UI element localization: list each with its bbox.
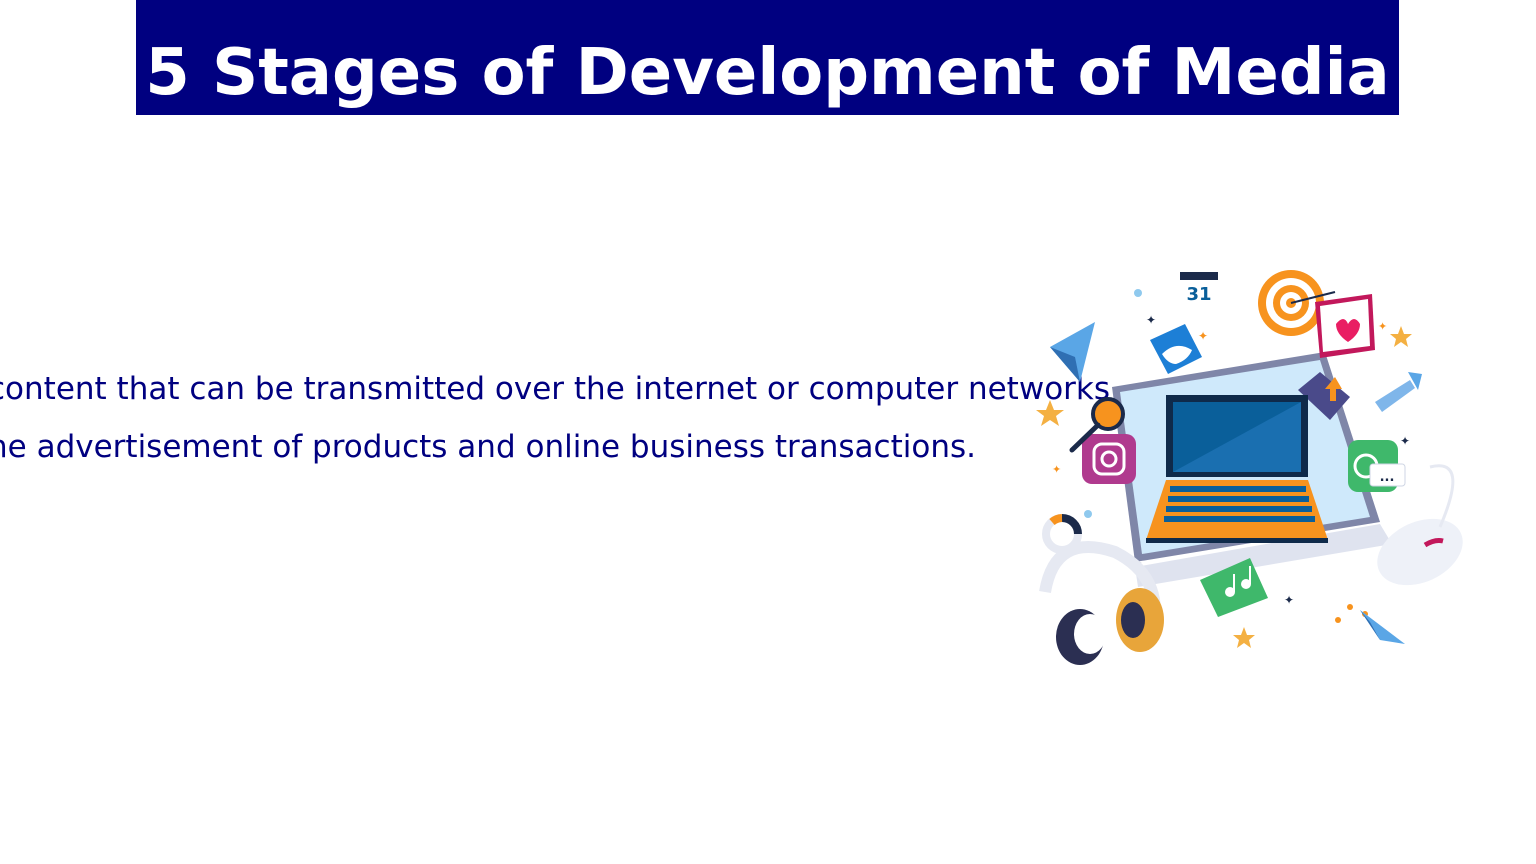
laptop-keyboard [1164, 486, 1315, 522]
headphones-icon [1039, 541, 1164, 665]
slide-title: 5 Stages of Development of Media [145, 36, 1390, 110]
star-icon [1036, 326, 1412, 648]
music-note-icon [1200, 558, 1268, 617]
chat-bubble: ... [1369, 463, 1406, 487]
magnifier-icon [1069, 397, 1125, 453]
paper-plane-icon [1050, 322, 1095, 382]
target-icon [1258, 270, 1336, 336]
body-line-2: he advertisement of products and online … [0, 429, 976, 465]
title-banner: 5 Stages of Development of Media [136, 0, 1399, 115]
mouse-icon [1377, 464, 1463, 586]
svg-text:✦: ✦ [1400, 434, 1410, 448]
svg-text:✦: ✦ [1378, 320, 1387, 333]
laptop-icon [1146, 395, 1328, 543]
instagram-icon [1082, 434, 1136, 484]
digital-media-illustration: ✦ ✦ ✦ ✦ ✦ ✦ ✦ 31 [1036, 270, 1463, 665]
body-line-1: content that can be transmitted over the… [0, 371, 1111, 407]
arrow-up-right-icon [1375, 372, 1422, 412]
svg-text:✦: ✦ [1284, 593, 1294, 607]
chat-dots: ... [1380, 470, 1395, 485]
svg-text:✦: ✦ [1146, 313, 1156, 327]
svg-text:✦: ✦ [1052, 463, 1061, 476]
facebook-icon [1298, 372, 1350, 420]
svg-text:✦: ✦ [1198, 329, 1208, 343]
heart-icon [1315, 294, 1375, 358]
twitter-bird-icon [1150, 324, 1202, 374]
calendar-day: 31 [1186, 284, 1211, 305]
calendar-icon: 31 [1180, 272, 1218, 306]
paper-plane-icon [1360, 610, 1405, 644]
